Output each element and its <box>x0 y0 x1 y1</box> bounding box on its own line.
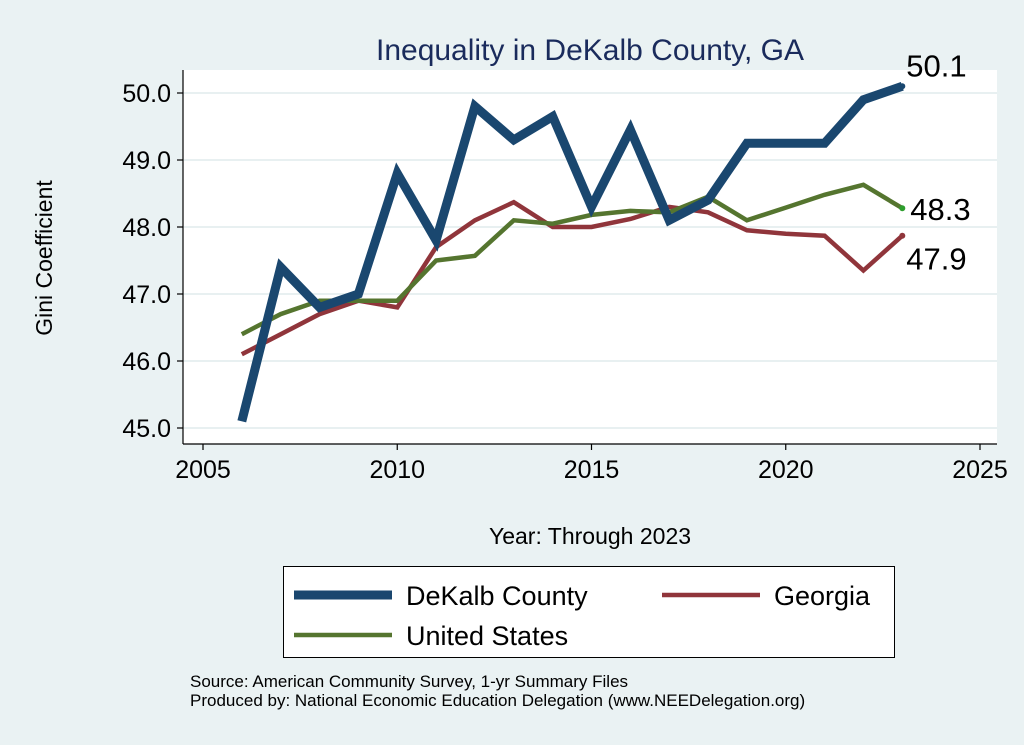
y-tick-label: 47.0 <box>122 281 171 309</box>
legend-label: United States <box>406 621 568 651</box>
x-tick-label: 2015 <box>564 456 620 484</box>
end-marker <box>899 232 906 239</box>
producer-line: Produced by: National Economic Education… <box>190 691 806 710</box>
x-tick-label: 2025 <box>952 456 1008 484</box>
legend-label: DeKalb County <box>406 581 588 611</box>
chart-title: Inequality in DeKalb County, GA <box>376 34 804 67</box>
legend-swatches: DeKalb County Georgia United States <box>294 581 871 651</box>
x-tick-label: 2020 <box>758 456 814 484</box>
source-line: Source: American Community Survey, 1-yr … <box>190 672 629 691</box>
y-tick-label: 45.0 <box>122 415 171 443</box>
legend-label: Georgia <box>774 581 871 611</box>
end-marker <box>899 205 906 212</box>
x-tick-label: 2010 <box>369 456 425 484</box>
x-tick-label: 2005 <box>175 456 231 484</box>
y-tick-label: 49.0 <box>122 147 171 175</box>
end-marker <box>899 83 906 90</box>
legend: DeKalb County Georgia United States <box>283 566 895 658</box>
x-axis-label: Year: Through 2023 <box>489 523 691 549</box>
y-tick-label: 46.0 <box>122 348 171 376</box>
source-note: Source: American Community Survey, 1-yr … <box>190 672 805 710</box>
y-tick-label: 48.0 <box>122 214 171 242</box>
end-value-label: 47.9 <box>906 242 966 277</box>
plot-area <box>183 70 997 444</box>
y-tick-label: 50.0 <box>122 80 171 108</box>
series-line-dekalb-county <box>237 82 904 423</box>
end-value-label: 48.3 <box>910 192 970 227</box>
y-axis-label: Gini Coefficient <box>31 180 57 336</box>
end-value-label: 50.1 <box>906 48 966 83</box>
